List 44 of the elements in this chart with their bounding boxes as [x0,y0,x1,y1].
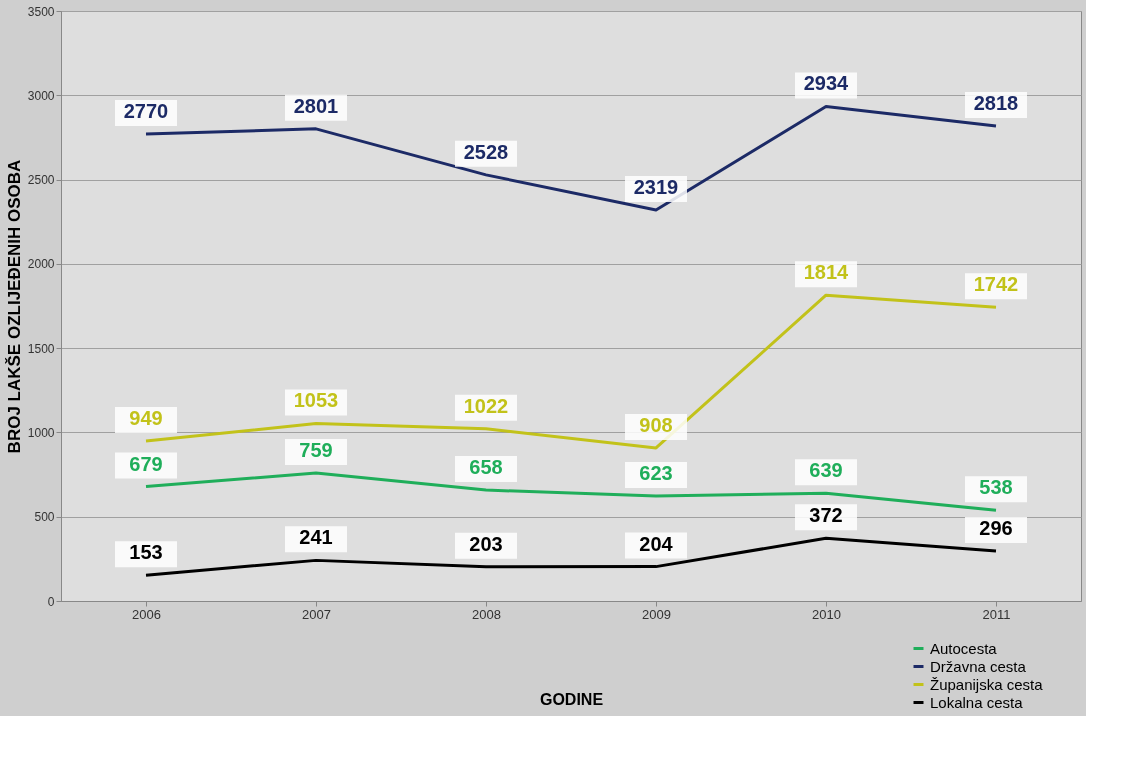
data-label: 296 [979,517,1013,540]
data-label: 2934 [803,72,850,95]
y-tick-label: 2500 [27,173,55,188]
x-tick-label: 2009 [642,606,671,622]
data-label: 1814 [803,261,850,284]
data-label: 658 [469,456,503,479]
data-label: 1022 [463,394,509,417]
data-label: 372 [809,504,843,527]
y-tick-label: 1000 [27,425,55,440]
legend-label: Lokalna cesta [930,693,1024,711]
data-label: 2801 [293,94,339,117]
y-tick-label: 3500 [27,4,55,19]
y-tick-label: 0 [47,594,55,609]
data-label: 203 [469,532,503,555]
data-label: 908 [639,413,673,436]
data-label: 1053 [293,389,339,412]
data-label: 538 [979,476,1013,499]
x-axis-title: GODINE [539,690,604,708]
data-label: 949 [129,407,163,430]
y-tick-label: 500 [34,510,55,525]
data-label: 639 [809,459,843,482]
legend-label: Državna cesta [930,657,1027,675]
x-tick-label: 2007 [302,606,331,622]
x-tick-label: 2010 [812,606,841,622]
data-label: 204 [639,532,674,555]
data-label: 2319 [633,176,679,199]
y-tick-label: 2000 [27,257,55,272]
legend-label: Autocesta [930,639,998,657]
x-tick-label: 2008 [472,606,501,622]
data-label: 2770 [123,100,169,123]
x-tick-label: 2011 [982,606,1011,622]
data-label: 679 [129,452,163,475]
data-label: 759 [299,439,333,462]
y-tick-label: 3000 [27,88,55,103]
data-label: 241 [299,526,333,549]
legend-label: Županijska cesta [930,675,1044,693]
data-label: 623 [639,461,673,484]
data-label: 2818 [973,91,1019,114]
data-label: 153 [129,541,163,564]
y-axis-title: BROJ LAKŠE OZLIJEĐENIH OSOBA [4,159,24,454]
data-label: 1742 [973,273,1019,296]
y-tick-label: 1500 [27,341,55,356]
x-tick-label: 2006 [132,606,161,622]
data-label: 2528 [463,140,509,163]
